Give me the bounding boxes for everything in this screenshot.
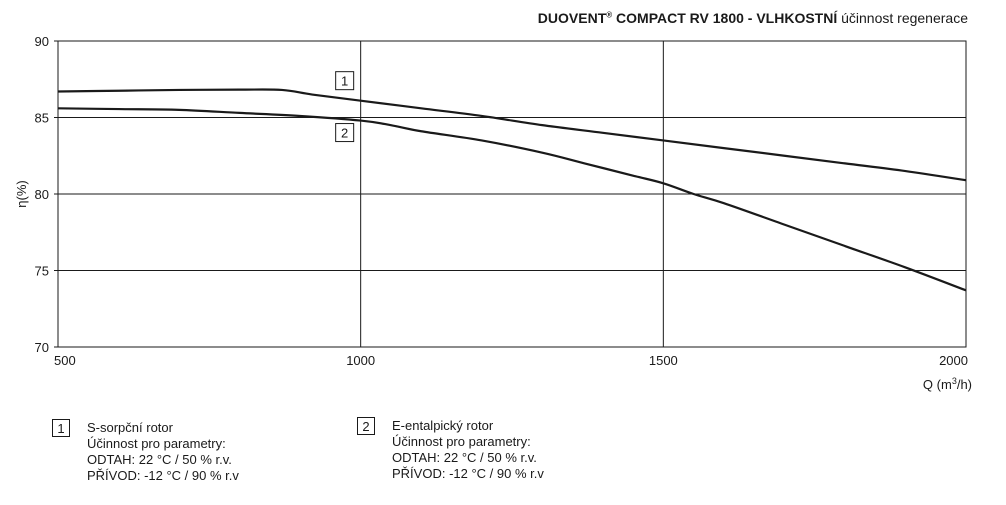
curve-marker-box <box>335 123 355 143</box>
legend-number-box: 1 <box>52 419 70 437</box>
series-line-2 <box>57 107 967 292</box>
legend-line-3: PŘÍVOD: -12 °C / 90 % r.v <box>87 468 239 483</box>
curve-markers: 12 <box>335 71 355 143</box>
legend-series-name: E-entalpický rotor <box>392 418 494 433</box>
grid <box>57 40 967 348</box>
legend-line-2: ODTAH: 22 °C / 50 % r.v. <box>392 450 537 465</box>
x-tick-label: 2000 <box>939 353 968 368</box>
legend-series-name: S-sorpční rotor <box>87 420 173 435</box>
chart-title: DUOVENT® COMPACT RV 1800 - VLHKOSTNÍ úči… <box>538 10 968 26</box>
x-tick-label: 1500 <box>649 353 678 368</box>
curve-marker-box <box>335 71 355 91</box>
legend-line-2: ODTAH: 22 °C / 50 % r.v. <box>87 452 232 467</box>
series-line-1 <box>57 88 967 182</box>
series-lines <box>57 88 967 292</box>
curve-marker-label: 2 <box>341 126 348 141</box>
y-tick-label: 85 <box>35 111 49 126</box>
legend-number-box: 2 <box>357 417 375 435</box>
y-tick-label: 80 <box>35 187 49 202</box>
y-axis-label: η(%) <box>14 180 29 207</box>
y-tick-label: 90 <box>35 34 49 49</box>
curve-marker-label: 1 <box>341 74 348 89</box>
legend-line-3: PŘÍVOD: -12 °C / 90 % r.v <box>392 466 544 481</box>
tick-labels: 70 75 80 85 90 500 1000 1500 2000 <box>35 34 968 368</box>
x-axis-label: Q (m3/h) <box>923 376 972 392</box>
y-tick-label: 70 <box>35 340 49 355</box>
legend-line-1: Účinnost pro parametry: <box>392 434 531 449</box>
y-tick-label: 75 <box>35 264 49 279</box>
title-brand: DUOVENT <box>537 10 607 26</box>
title-model: COMPACT RV 1800 - VLHKOSTNÍ <box>612 10 838 26</box>
x-tick-label: 1000 <box>346 353 375 368</box>
registered-mark: ® <box>606 10 613 20</box>
x-tick-label: 500 <box>54 353 76 368</box>
title-rest: účinnost regenerace <box>837 10 968 26</box>
legend-line-1: Účinnost pro parametry: <box>87 436 226 451</box>
plot-frame <box>57 40 967 348</box>
axes <box>54 40 967 348</box>
